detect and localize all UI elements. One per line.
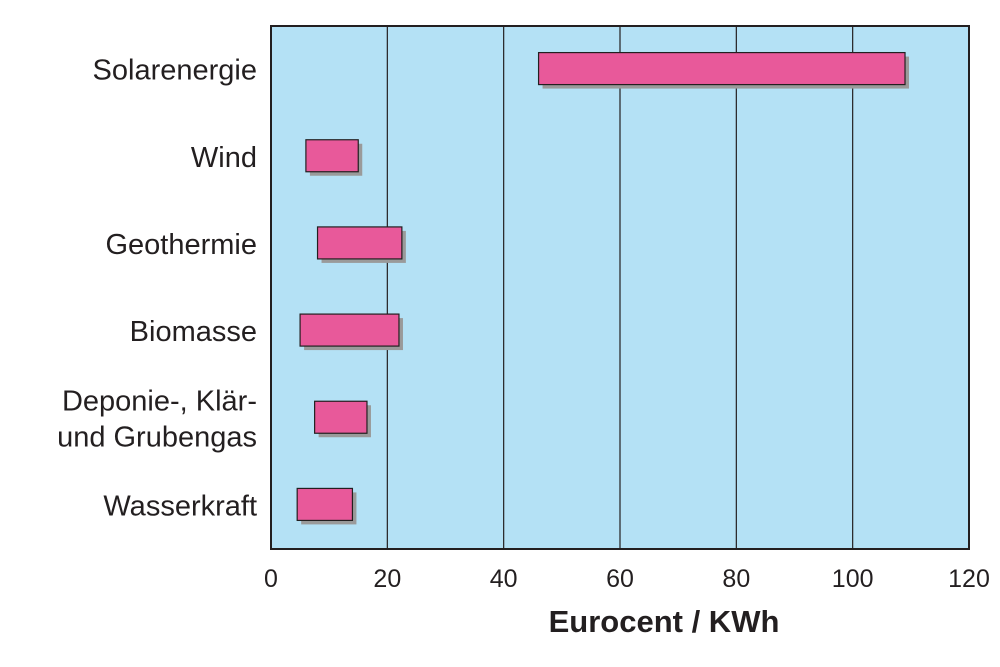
x-tick-label: 40 [490,565,518,593]
bar-range [296,487,354,522]
plot-frame [270,25,970,550]
category-label: Geothermie [105,229,257,261]
category-label: Wasserkraft [103,490,257,522]
category-label: Biomasse [130,316,257,348]
category-labels: Solarenergie Wind Geothermie Biomasse Deponi… [57,55,257,523]
bar-range [305,139,359,173]
category-label: Wind [191,142,257,174]
category-label: Deponie-, Klär-und Grubengas [57,385,257,453]
x-tick-label: 20 [373,565,401,593]
bar-range [299,313,400,347]
bar-range [316,226,403,260]
x-tick-label: 80 [722,565,750,593]
gridlines [386,26,854,549]
bar-range [314,400,368,434]
x-tick-label: 120 [948,565,990,593]
x-tick-label: 60 [606,565,634,593]
x-axis-ticks: 0 20 40 60 80 100 120 [264,565,990,593]
category-label: Solarenergie [93,55,257,87]
bar-range [537,51,906,86]
bars [296,51,910,525]
x-tick-label: 0 [264,565,278,593]
x-axis-title: Eurocent / KWh [549,604,780,639]
x-tick-label: 100 [832,565,874,593]
